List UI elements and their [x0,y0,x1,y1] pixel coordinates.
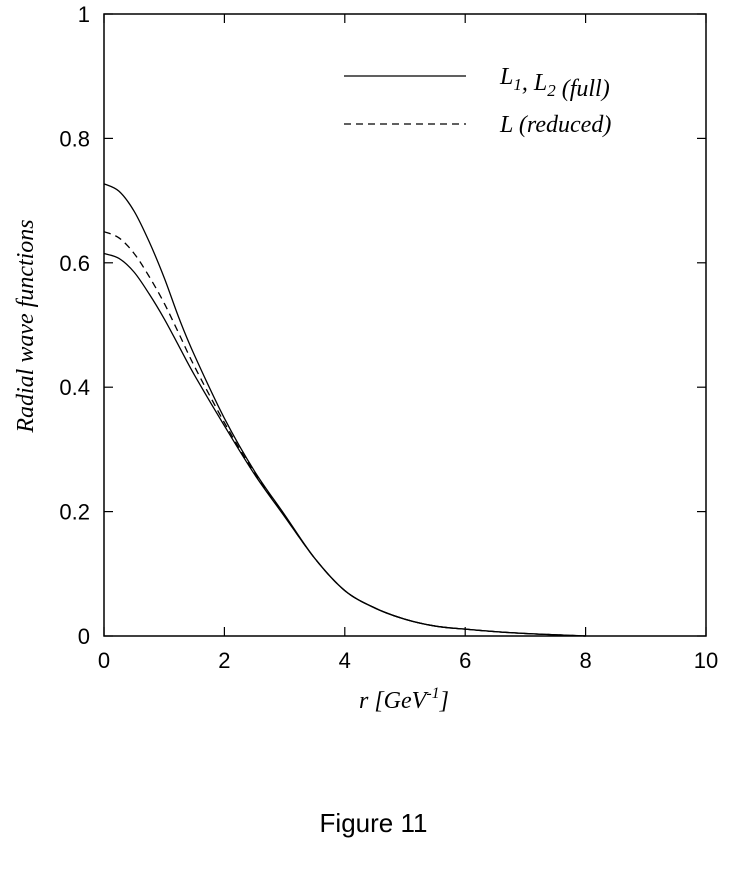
chart: 0 2 4 6 8 10 0 0.2 0.4 0.6 0.8 1 L1, L2 (full) L (re… [13,2,718,714]
legend: L1, L2 (full) L (reduced) [344,64,611,138]
x-tick-label: 4 [339,648,351,673]
x-tick-label: 2 [218,648,230,673]
y-tick-label: 0.4 [59,375,90,400]
y-tick-label: 0.8 [59,126,90,151]
plot-area [103,13,707,637]
plot-frame [103,13,707,637]
x-axis-label-main: r [GeV [359,688,429,714]
x-axis-label-superscript: -1 [426,685,439,702]
series-lines [103,183,586,637]
x-tick-label: 8 [579,648,591,673]
tick-labels: 0 2 4 6 8 10 0 0.2 0.4 0.6 0.8 1 [59,2,718,673]
axis-ticks [103,13,707,637]
y-tick-label: 1 [78,2,90,27]
x-axis-label-end: ] [439,688,449,714]
figure-caption: Figure 11 [319,808,428,838]
x-tick-label: 0 [98,648,110,673]
x-tick-label: 6 [459,648,471,673]
series-line-1 [103,183,586,637]
y-tick-label: 0.6 [59,251,90,276]
x-tick-label: 10 [694,648,718,673]
legend-label-2: L (reduced) [499,112,611,138]
y-tick-label: 0.2 [59,500,90,525]
series-line-3 [103,231,586,637]
x-axis-label: r [GeV-1] [359,685,449,714]
y-axis-label: Radial wave functions [13,219,39,433]
y-tick-label: 0 [78,624,90,649]
legend-label-1: L1, L2 (full) [499,64,610,102]
